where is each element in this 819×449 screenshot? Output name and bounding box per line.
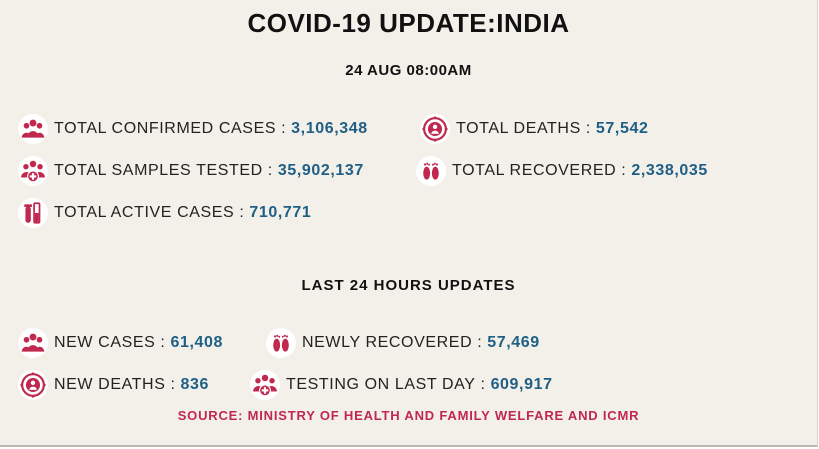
stat-value: 2,338,035 — [631, 162, 708, 179]
stat-value: 609,917 — [490, 376, 553, 393]
stat-total-active: TOTAL ACTIVE CASES:710,771 — [18, 198, 311, 228]
separator: : — [160, 334, 166, 351]
stat-label: TOTAL RECOVERED — [452, 162, 617, 179]
source-note: SOURCE: MINISTRY OF HEALTH AND FAMILY WE… — [177, 408, 640, 423]
stat-testing-last-day: TESTING ON LAST DAY:609,917 — [250, 370, 553, 400]
stat-total-deaths: TOTAL DEATHS:57,542 — [420, 114, 648, 144]
stat-label: TOTAL SAMPLES TESTED — [54, 162, 263, 179]
separator: : — [170, 376, 176, 393]
stat-total-samples: TOTAL SAMPLES TESTED:35,902,137 — [18, 156, 364, 186]
separator: : — [239, 204, 245, 221]
separator: : — [621, 162, 627, 179]
stat-value: 35,902,137 — [277, 162, 364, 179]
stat-label: NEW CASES — [54, 334, 156, 351]
virus-person-icon — [18, 370, 48, 400]
stat-label: TESTING ON LAST DAY — [286, 376, 476, 393]
stat-total-confirmed: TOTAL CONFIRMED CASES:3,106,348 — [18, 114, 368, 144]
test-tube-icon — [18, 198, 48, 228]
separator: : — [281, 120, 287, 137]
stat-value: 710,771 — [249, 204, 312, 221]
stat-value: 57,469 — [487, 334, 540, 351]
people-medical-cross-icon — [250, 370, 280, 400]
separator: : — [267, 162, 273, 179]
footprints-icon — [266, 328, 296, 358]
stat-label: TOTAL CONFIRMED CASES — [54, 120, 277, 137]
last-24-hours-heading: LAST 24 HOURS UPDATES — [301, 277, 516, 294]
stat-label: NEWLY RECOVERED — [302, 334, 473, 351]
page-title: COVID-19 UPDATE:INDIA — [247, 8, 570, 38]
footprints-icon — [416, 156, 446, 186]
people-group-icon — [18, 328, 48, 358]
separator: : — [477, 334, 483, 351]
separator: : — [480, 376, 486, 393]
people-group-icon — [18, 114, 48, 144]
people-medical-cross-icon — [18, 156, 48, 186]
stat-value: 57,542 — [595, 120, 649, 137]
separator: : — [585, 120, 591, 137]
stat-value: 61,408 — [170, 334, 224, 351]
stat-label: TOTAL DEATHS — [456, 120, 581, 137]
stat-value: 3,106,348 — [291, 120, 368, 137]
stat-total-recovered: TOTAL RECOVERED:2,338,035 — [416, 156, 708, 186]
stat-new-deaths: NEW DEATHS:836 — [18, 370, 209, 400]
virus-person-icon — [420, 114, 450, 144]
stat-label: TOTAL ACTIVE CASES — [54, 204, 235, 221]
stat-label: NEW DEATHS — [54, 376, 166, 393]
stat-new-cases: NEW CASES:61,408 — [18, 328, 223, 358]
stat-value: 836 — [180, 376, 210, 393]
stat-newly-recovered: NEWLY RECOVERED:57,469 — [266, 328, 540, 358]
update-timestamp: 24 AUG 08:00AM — [345, 62, 472, 79]
